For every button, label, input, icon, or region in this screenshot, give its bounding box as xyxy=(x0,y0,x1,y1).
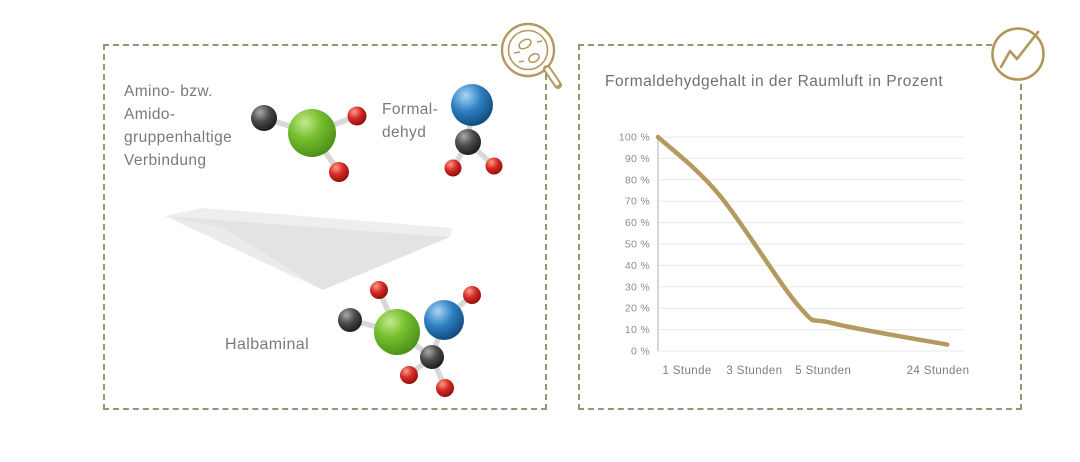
decay-line-series xyxy=(655,134,950,347)
reactant-label: Amino- bzw. Amido- gruppenhaltige Verbin… xyxy=(124,80,232,172)
carbon-atom xyxy=(420,345,444,369)
y-axis-tick-label: 10 % xyxy=(625,324,650,336)
oxygen-atom xyxy=(347,106,367,126)
chart-title: Formaldehydgehalt in der Raumluft in Pro… xyxy=(605,73,944,90)
reactant-line: gruppenhaltige xyxy=(124,129,233,146)
reactant-line: Verbindung xyxy=(124,152,207,169)
y-axis-tick-label: 60 % xyxy=(625,217,650,229)
carbon-atom xyxy=(251,105,277,131)
formaldehyde-line: Formal- xyxy=(382,101,439,118)
reaction-panel: Amino- bzw. Amido- gruppenhaltige Verbin… xyxy=(103,44,547,410)
product-label: Halbaminal xyxy=(225,336,310,353)
carbon-atom xyxy=(338,308,362,332)
y-axis-tick-label: 80 % xyxy=(625,174,650,186)
y-axis-tick-label: 70 % xyxy=(625,196,650,208)
oxygen-atom xyxy=(400,366,418,384)
formaldehyde-decay-chart: 100 % 90 % 80 % 70 % 60 % 50 % 40 % 30 % 20 % 10 … xyxy=(619,132,970,378)
y-axis-tick-label: 30 % xyxy=(625,281,650,293)
x-axis-tick-label: 3 Stunden xyxy=(726,365,782,377)
molecule-amino-compound xyxy=(251,105,367,182)
oxygen-atom xyxy=(370,281,388,299)
formaldehyde-atom xyxy=(451,84,493,126)
amino-group-atom xyxy=(288,109,336,157)
reaction-arrow xyxy=(165,208,452,290)
y-axis-tick-label: 100 % xyxy=(619,132,650,144)
molecules-in-lens-icon xyxy=(513,38,543,64)
chart-panel: Formaldehydgehalt in der Raumluft in Pro… xyxy=(578,44,1022,410)
formaldehyde-label: Formal- dehyd xyxy=(382,98,438,144)
y-axis-tick-label: 0 % xyxy=(631,346,650,358)
reactant-line: Amido- xyxy=(124,106,176,123)
y-axis-tick-label: 20 % xyxy=(625,303,650,315)
x-axis-tick-label: 24 Stunden xyxy=(907,365,970,377)
molecule-formaldehyde xyxy=(444,84,503,177)
x-axis-tick-label: 1 Stunde xyxy=(662,365,711,377)
oxygen-atom xyxy=(463,286,481,304)
magnifier-icon xyxy=(500,22,562,89)
x-axis-tick-label: 5 Stunden xyxy=(795,365,851,377)
oxygen-atom xyxy=(485,157,503,175)
y-axis-tick-label: 40 % xyxy=(625,260,650,272)
y-axis-tick-label: 90 % xyxy=(625,153,650,165)
trend-line-icon xyxy=(991,27,1045,81)
reactant-line: Amino- bzw. xyxy=(124,83,213,100)
molecule-halbaminal xyxy=(338,281,481,397)
carbon-atom xyxy=(455,129,481,155)
y-axis-tick-label: 50 % xyxy=(625,239,650,251)
oxygen-atom xyxy=(329,162,349,182)
oxygen-atom xyxy=(436,379,454,397)
amino-group-atom xyxy=(374,309,420,355)
formaldehyde-line: dehyd xyxy=(382,124,427,141)
formaldehyde-atom xyxy=(424,300,464,340)
oxygen-atom xyxy=(444,159,462,177)
